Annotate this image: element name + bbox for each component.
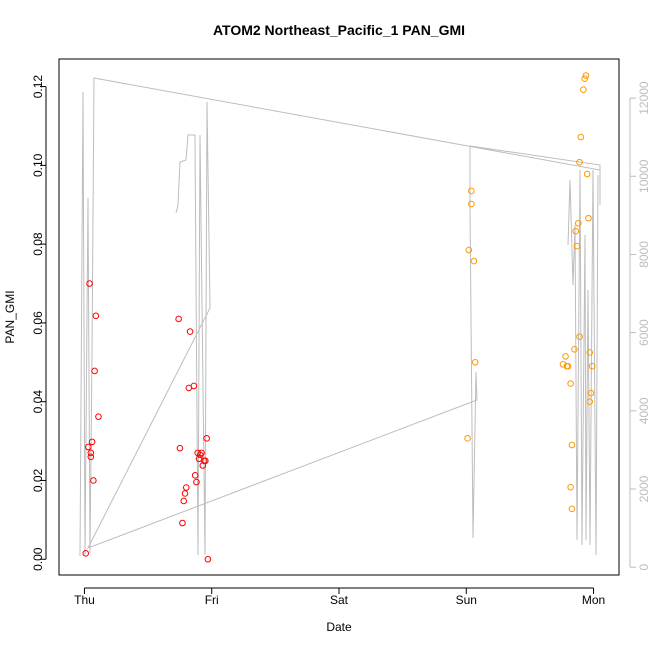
- y-axis-label: PAN_GMI: [3, 290, 17, 343]
- data-point-orange: [465, 246, 473, 254]
- data-point-orange: [577, 133, 585, 141]
- data-point-red: [198, 449, 205, 457]
- x-tick-label: Fri: [205, 593, 219, 607]
- data-point-red: [176, 444, 184, 452]
- data-point-red: [175, 315, 182, 323]
- data-point-orange: [562, 353, 569, 360]
- data-point-orange: [568, 441, 576, 449]
- y2-tick-label: 4000: [637, 397, 650, 424]
- data-point-orange: [576, 158, 583, 166]
- data-point-orange: [471, 358, 479, 366]
- plot-frame: [58, 58, 620, 576]
- y2-tick-label: 6000: [637, 319, 650, 346]
- data-point-orange: [574, 219, 582, 227]
- x-axis-label: Date: [326, 620, 352, 634]
- x-tick-label: Sun: [456, 593, 477, 607]
- y2-tick-label: 2000: [637, 475, 650, 502]
- data-point-orange: [585, 214, 592, 222]
- x-tick-label: Mon: [582, 593, 605, 607]
- data-point-red: [91, 367, 98, 375]
- data-point-red: [95, 413, 102, 420]
- data-point-red: [90, 477, 97, 484]
- data-point-orange: [573, 242, 581, 250]
- data-point-red: [186, 328, 194, 335]
- data-point-red: [92, 312, 100, 320]
- y2-tick-label: 10000: [637, 159, 650, 193]
- y-axis: 0.00 0.02 0.04 0.06 0.08 0.10 0.12: [31, 75, 47, 571]
- data-point-orange: [582, 72, 590, 79]
- data-point-red: [87, 453, 95, 461]
- x-tick-label: Sat: [330, 593, 349, 607]
- y-tick-label: 0.12: [31, 75, 45, 99]
- data-point-red: [179, 519, 186, 527]
- data-point-red: [203, 435, 210, 442]
- data-point-red: [87, 449, 95, 457]
- y-tick-label: 0.10: [31, 153, 45, 177]
- altitude-trace: [79, 77, 601, 557]
- x-axis: Thu Fri Sat Sun Mon: [74, 587, 605, 607]
- data-point-orange: [581, 75, 588, 82]
- data-point-orange: [568, 505, 576, 513]
- data-points: [82, 72, 596, 563]
- y2-tick-label: 8000: [637, 241, 650, 268]
- data-point-orange: [576, 333, 583, 340]
- y-tick-label: 0.08: [31, 232, 45, 256]
- data-point-red: [191, 472, 199, 479]
- y-tick-label: 0.06: [31, 311, 45, 335]
- data-point-red: [88, 438, 96, 446]
- y-tick-label: 0.00: [31, 547, 45, 571]
- y2-tick-label: 12000: [637, 81, 650, 115]
- data-point-orange: [564, 362, 572, 370]
- data-point-orange: [468, 187, 475, 195]
- data-point-red: [82, 550, 90, 557]
- y2-tick-label: 0: [637, 564, 650, 571]
- y-axis-right: 0 2000 4000 6000 8000 10000 12000: [629, 81, 650, 571]
- data-point-orange: [468, 200, 475, 208]
- data-point-orange: [567, 483, 574, 491]
- altitude-trace-segment: [567, 169, 599, 556]
- data-point-red: [182, 484, 190, 491]
- data-point-orange: [572, 227, 580, 235]
- data-point-orange: [580, 86, 587, 94]
- data-point-orange: [470, 257, 478, 265]
- data-point-orange: [464, 435, 471, 442]
- chart-title: ATOM2 Northeast_Pacific_1 PAN_GMI: [213, 22, 465, 38]
- data-point-red: [181, 490, 189, 497]
- data-point-red: [180, 497, 188, 505]
- data-point-orange: [586, 398, 594, 405]
- data-point-red: [204, 555, 212, 563]
- data-point-orange: [587, 389, 595, 397]
- data-point-red: [190, 382, 198, 390]
- data-point-red: [202, 457, 209, 465]
- data-point-red: [84, 443, 92, 451]
- data-point-orange: [567, 380, 574, 387]
- data-point-orange: [583, 170, 591, 178]
- data-point-red: [193, 478, 200, 486]
- y-tick-label: 0.04: [31, 390, 45, 414]
- data-point-red: [86, 280, 93, 287]
- data-point-orange: [588, 362, 596, 370]
- x-tick-label: Thu: [74, 593, 95, 607]
- data-point-orange: [586, 349, 594, 356]
- y-tick-label: 0.02: [31, 468, 45, 492]
- data-point-orange: [571, 345, 578, 353]
